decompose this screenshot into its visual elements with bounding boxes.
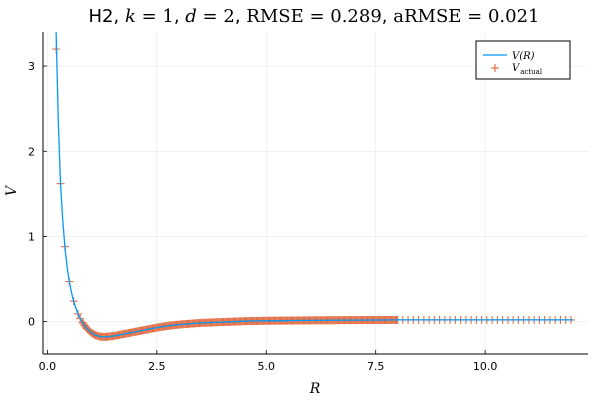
y-tick-label: 2 — [28, 145, 35, 158]
x-tick-label: 7.5 — [367, 360, 385, 373]
title-sep3: , — [382, 6, 393, 27]
title-d-value: = 2 — [197, 6, 235, 27]
x-axis-label: R — [309, 381, 321, 397]
title-rmse: RMSE = 0.289 — [246, 6, 382, 27]
model-curve — [55, 32, 573, 338]
title-prefix: H2, — [89, 6, 125, 27]
y-axis-label: V — [4, 184, 20, 196]
axes — [42, 32, 588, 355]
y-tick-label: 1 — [28, 230, 35, 243]
x-tick-label: 0.0 — [39, 360, 57, 373]
plot-area — [52, 32, 575, 341]
legend: V(R) Vactual — [475, 40, 571, 80]
title-sep1: , — [174, 6, 185, 27]
ticks: 0.0 2.5 5.0 7.5 10.0 0 1 2 3 — [28, 60, 497, 373]
title-k-label: k — [125, 6, 136, 27]
title-sep2: , — [235, 6, 246, 27]
legend-cross-swatch — [491, 64, 499, 72]
grid — [43, 32, 588, 354]
legend-label-actual: Vactual — [512, 63, 543, 76]
x-tick-label: 10.0 — [473, 360, 498, 373]
x-tick-label: 5.0 — [258, 360, 276, 373]
title-d-label: d — [185, 6, 197, 27]
legend-box — [475, 40, 571, 80]
y-tick-label: 0 — [28, 316, 35, 329]
title-armse: aRMSE = 0.021 — [393, 6, 539, 27]
legend-label-model: V(R) — [512, 51, 535, 62]
chart-title: H2, k = 1, d = 2, RMSE = 0.289, aRMSE = … — [89, 6, 540, 27]
x-tick-label: 2.5 — [148, 360, 166, 373]
title-k-value: = 1 — [136, 6, 174, 27]
y-tick-label: 3 — [28, 60, 35, 73]
